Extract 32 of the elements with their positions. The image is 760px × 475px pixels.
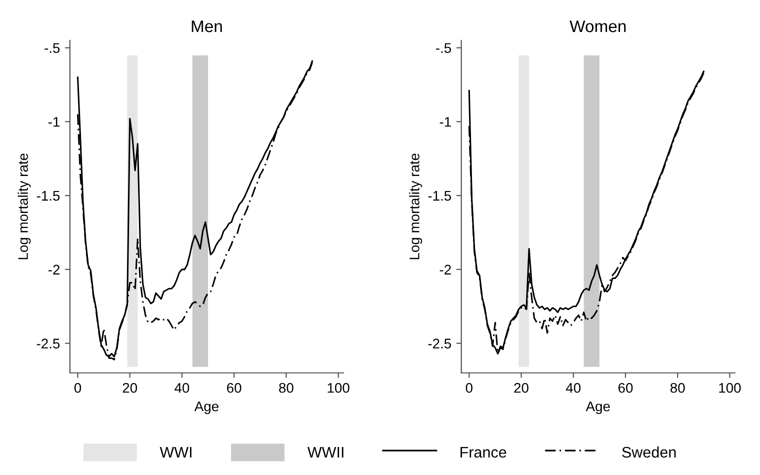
x-axis-title: Age xyxy=(586,402,610,414)
y-tick-label: -1 xyxy=(48,117,60,127)
x-tick-label: 60 xyxy=(227,382,242,393)
y-axis-title: Log mortality rate xyxy=(18,154,31,260)
y-tick-label: -1.5 xyxy=(36,191,60,201)
y-tick-label: -1 xyxy=(440,117,451,127)
y-tick-label: -.5 xyxy=(436,43,452,53)
x-tick-label: 80 xyxy=(279,382,294,393)
x-tick-label: 20 xyxy=(514,382,528,393)
y-tick-label: -2 xyxy=(440,264,451,274)
x-tick-label: 40 xyxy=(566,382,581,393)
x-tick-label: 40 xyxy=(174,382,190,393)
x-tick-label: 20 xyxy=(122,382,138,393)
y-tick-label: -2.5 xyxy=(428,338,452,348)
legend-label: WWII xyxy=(307,446,344,458)
x-tick-label: 0 xyxy=(466,382,472,393)
x-tick-label: 100 xyxy=(328,382,350,393)
y-axis-title: Log mortality rate xyxy=(409,154,422,260)
x-tick-label: 80 xyxy=(670,382,685,393)
x-tick-label: 60 xyxy=(618,382,633,393)
x-axis-title: Age xyxy=(194,402,218,414)
legend-label: France xyxy=(460,446,506,458)
legend-label: Sweden xyxy=(622,446,676,458)
y-tick-label: -2 xyxy=(48,264,60,274)
y-tick-label: -.5 xyxy=(44,43,60,53)
x-tick-label: 0 xyxy=(74,382,82,393)
x-tick-label: 100 xyxy=(719,382,741,393)
y-tick-label: -2.5 xyxy=(36,338,60,348)
legend-label: WWI xyxy=(160,446,192,458)
chart-title: Women xyxy=(570,20,626,32)
chart-title: Men xyxy=(192,20,222,32)
y-tick-label: -1.5 xyxy=(428,191,452,201)
